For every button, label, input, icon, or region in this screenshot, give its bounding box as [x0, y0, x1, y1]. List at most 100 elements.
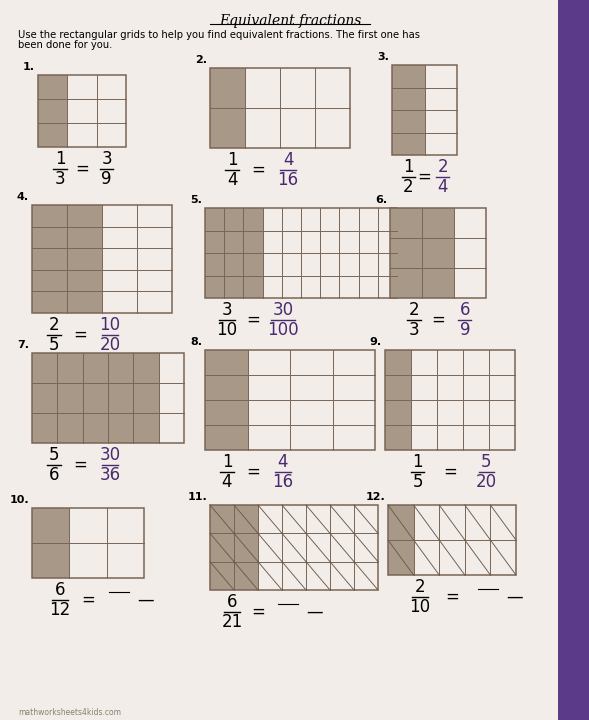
Text: Equivalent fractions: Equivalent fractions	[219, 14, 361, 28]
Bar	[67, 292, 102, 313]
Text: 10.: 10.	[9, 495, 29, 505]
Bar	[38, 123, 67, 147]
Bar	[390, 268, 422, 298]
Text: 12.: 12.	[365, 492, 385, 502]
Bar	[243, 208, 263, 230]
Text: 4: 4	[283, 151, 293, 169]
Bar	[32, 205, 172, 313]
Bar	[422, 208, 454, 238]
Text: =: =	[418, 168, 431, 186]
Bar	[108, 413, 133, 443]
Text: 3: 3	[221, 301, 232, 319]
Bar	[38, 75, 67, 99]
Text: 1: 1	[221, 453, 232, 471]
Text: 5: 5	[49, 336, 59, 354]
Bar	[57, 413, 82, 443]
Text: 11.: 11.	[187, 492, 207, 502]
Bar	[67, 227, 102, 248]
Bar	[224, 208, 243, 230]
Bar	[422, 238, 454, 268]
Text: 2: 2	[415, 578, 425, 596]
Bar	[32, 292, 67, 313]
Bar	[422, 268, 454, 298]
Bar	[392, 88, 425, 110]
Text: =: =	[251, 603, 265, 621]
Text: 30: 30	[100, 446, 121, 464]
Bar	[38, 75, 126, 147]
Bar	[32, 508, 70, 543]
Bar	[32, 353, 184, 443]
Bar	[82, 413, 108, 443]
Bar	[32, 248, 67, 270]
Text: 36: 36	[100, 466, 121, 484]
Text: 1: 1	[403, 158, 413, 176]
Bar	[224, 276, 243, 298]
Bar	[38, 99, 67, 123]
Bar	[243, 276, 263, 298]
Bar	[210, 562, 234, 590]
Bar	[210, 68, 350, 148]
Bar	[392, 65, 457, 155]
Bar	[133, 413, 158, 443]
Bar	[205, 230, 224, 253]
Text: 1: 1	[55, 150, 65, 168]
Text: Use the rectangular grids to help you find equivalent fractions. The first one h: Use the rectangular grids to help you fi…	[18, 30, 420, 40]
Bar	[385, 400, 411, 425]
Bar	[392, 110, 425, 132]
Bar	[205, 425, 247, 450]
Text: 3.: 3.	[377, 52, 389, 62]
Bar	[385, 350, 515, 450]
Bar	[234, 534, 258, 562]
Bar	[388, 540, 413, 575]
Text: 6: 6	[227, 593, 237, 611]
Bar	[67, 270, 102, 292]
Bar	[224, 230, 243, 253]
Text: 30: 30	[273, 301, 293, 319]
Bar	[224, 253, 243, 276]
Text: 16: 16	[273, 473, 293, 491]
Text: 2: 2	[49, 316, 59, 334]
Text: =: =	[445, 588, 459, 606]
Bar	[210, 108, 245, 148]
Bar	[108, 383, 133, 413]
Text: 16: 16	[277, 171, 299, 189]
Text: 12: 12	[49, 601, 71, 619]
Text: 3: 3	[55, 170, 65, 188]
Text: 9.: 9.	[370, 337, 382, 347]
Bar	[388, 505, 516, 575]
Text: 8.: 8.	[190, 337, 202, 347]
Bar	[390, 238, 422, 268]
Text: 4: 4	[278, 453, 288, 471]
Text: =: =	[73, 326, 87, 344]
Bar	[205, 350, 375, 450]
Text: 2: 2	[403, 178, 413, 196]
Bar	[67, 248, 102, 270]
Bar	[205, 276, 224, 298]
Bar	[234, 562, 258, 590]
Text: 3: 3	[409, 321, 419, 339]
Text: 4: 4	[227, 171, 237, 189]
Text: =: =	[75, 160, 89, 178]
Bar	[205, 253, 224, 276]
Bar	[205, 208, 224, 230]
Text: 5.: 5.	[190, 195, 202, 205]
Text: 3: 3	[101, 150, 112, 168]
Bar	[67, 205, 102, 227]
Text: 5: 5	[49, 446, 59, 464]
Bar	[243, 253, 263, 276]
Text: 6: 6	[459, 301, 470, 319]
Bar	[205, 375, 247, 400]
Bar	[556, 0, 589, 720]
Text: 10: 10	[100, 316, 121, 334]
Bar	[57, 353, 82, 383]
Text: 6: 6	[49, 466, 59, 484]
Text: =: =	[246, 463, 260, 481]
Bar	[82, 383, 108, 413]
Text: 7.: 7.	[17, 340, 29, 350]
Bar	[32, 353, 57, 383]
Text: =: =	[246, 311, 260, 329]
Text: 20: 20	[476, 473, 497, 491]
Bar	[32, 227, 67, 248]
Text: 9: 9	[459, 321, 470, 339]
Text: 9: 9	[101, 170, 112, 188]
